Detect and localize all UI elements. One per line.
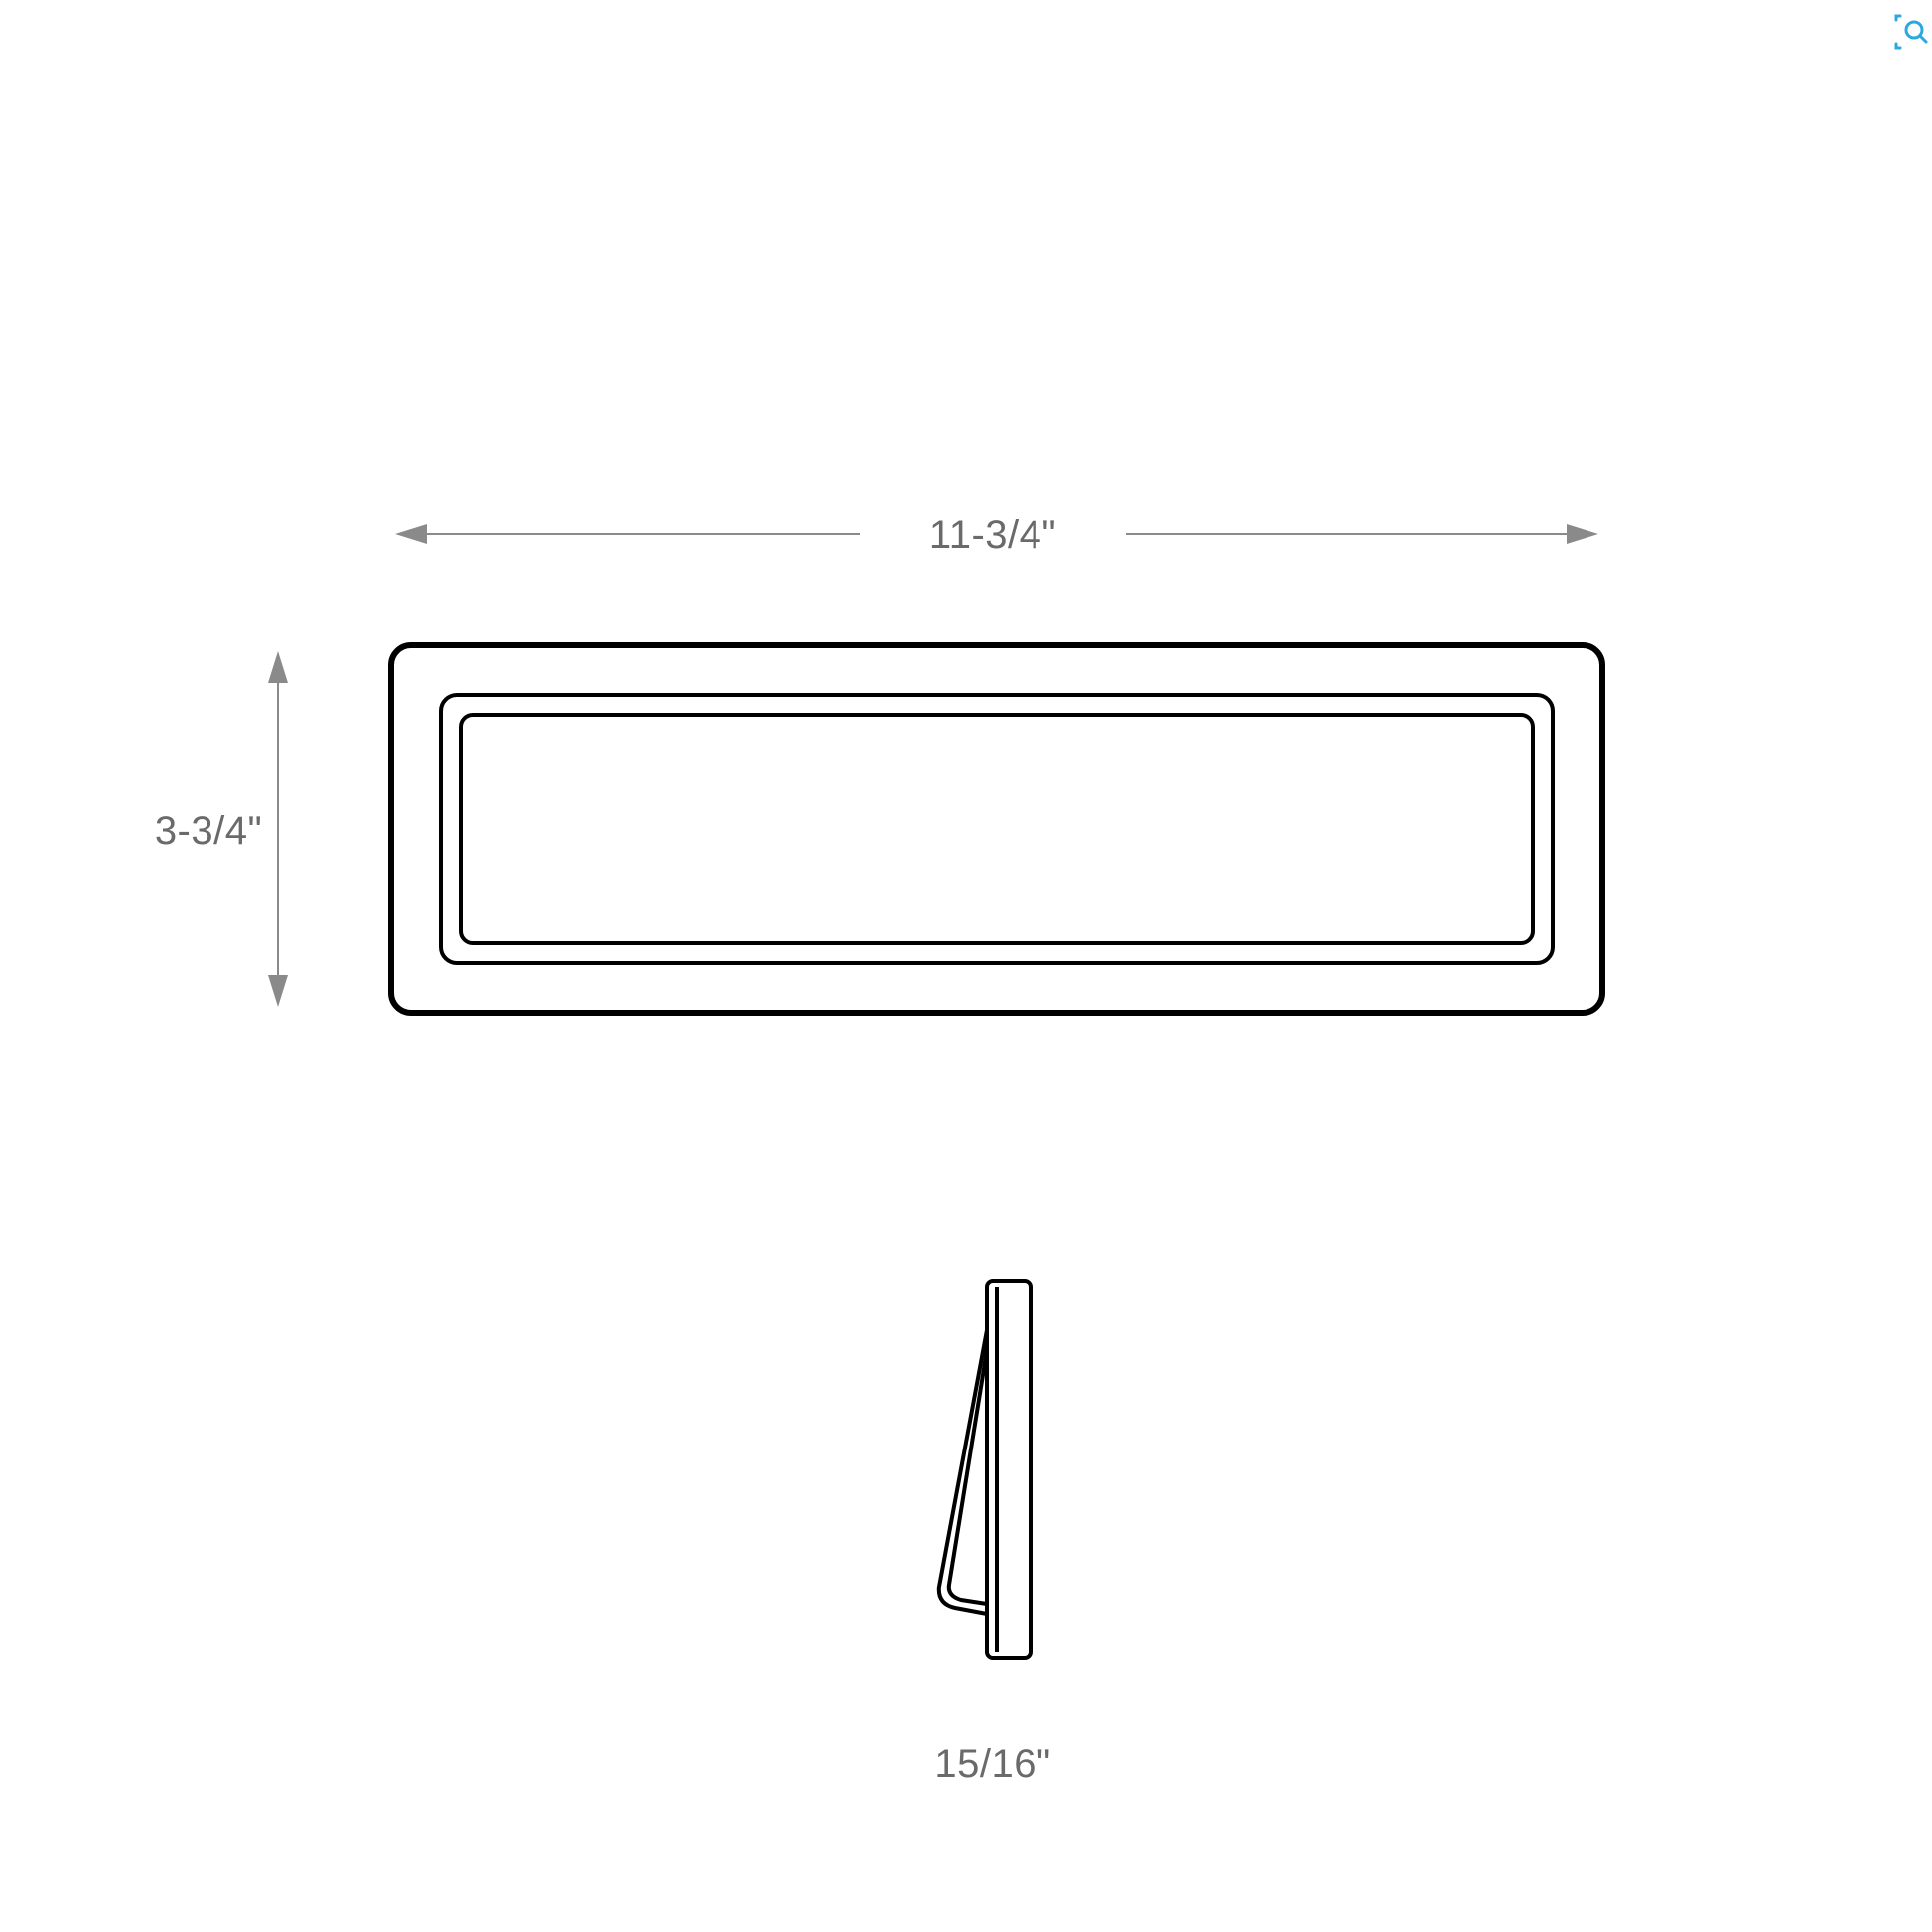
width-dimension: 11-3/4" bbox=[395, 513, 1598, 557]
front-inner-frame-2 bbox=[461, 715, 1533, 943]
side-plate bbox=[987, 1281, 1031, 1658]
dimension-drawing: 11-3/4" 3-3/4" 15/16" bbox=[0, 0, 1932, 1932]
height-dimension: 3-3/4" bbox=[155, 651, 288, 1007]
zoom-icon[interactable] bbox=[1892, 12, 1932, 52]
front-inner-frame-1 bbox=[441, 695, 1553, 963]
front-outer-plate bbox=[391, 645, 1602, 1013]
width-label: 11-3/4" bbox=[929, 513, 1056, 557]
side-lens bbox=[939, 1330, 987, 1614]
side-view bbox=[939, 1281, 1031, 1658]
depth-label: 15/16" bbox=[934, 1742, 1050, 1786]
height-label: 3-3/4" bbox=[155, 809, 262, 853]
